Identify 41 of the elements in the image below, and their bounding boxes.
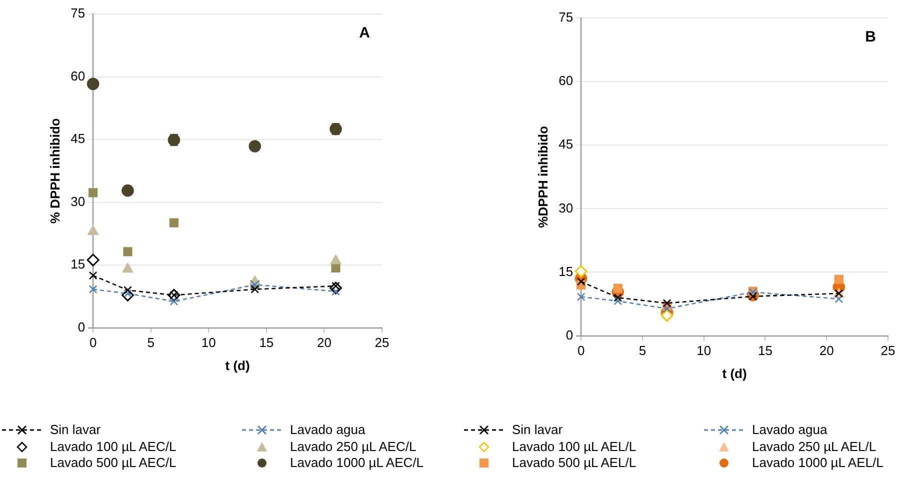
x-tick-label: 25 [880, 343, 896, 358]
y-tick-label: 60 [558, 73, 574, 88]
x-tick-label: 20 [316, 335, 332, 350]
x-axis-title: t (d) [722, 366, 747, 381]
y-tick-label: 30 [70, 194, 86, 209]
legend-label: Sin lavar [50, 422, 101, 438]
x-tick-label: 0 [89, 335, 97, 350]
x-tick-label: 25 [374, 335, 390, 350]
legend-label: Lavado agua [290, 422, 366, 438]
legend-label: Lavado agua [752, 422, 828, 438]
y-tick-label: 30 [558, 200, 574, 216]
text: B [865, 28, 876, 46]
y-axis-title: %DPPH inhibido [535, 126, 550, 228]
y-tick-label: 45 [558, 136, 574, 152]
legend-label: Lavado 1000 µL AEL/L [752, 455, 884, 472]
y-tick-label: 0 [78, 319, 86, 334]
legend-label: Sin lavar [512, 422, 563, 438]
x-axis-title: t (d) [225, 358, 250, 373]
legend-label: Lavado 500 µL AEC/L [50, 455, 176, 472]
legend-label: Lavado 100 µL AEC/L [50, 438, 176, 455]
y-tick-label: 45 [70, 131, 86, 146]
x-tick-label: 15 [259, 335, 274, 350]
x-tick-label: 5 [638, 343, 646, 358]
x-tick-label: 5 [147, 335, 154, 350]
legend-label: Lavado 250 µL AEL/L [752, 438, 876, 455]
text: A [359, 24, 370, 42]
y-tick-label: 75 [558, 10, 574, 25]
y-tick-label: 15 [70, 256, 86, 272]
legend-label: Lavado 1000 µL AEC/L [290, 455, 424, 472]
x-tick-label: 10 [696, 343, 712, 358]
x-tick-label: 15 [758, 343, 772, 358]
legend-label: Lavado 100 µL AEL/L [512, 438, 636, 455]
x-tick-label: 10 [201, 335, 216, 350]
x-tick-label: 20 [819, 343, 834, 358]
y-tick-label: 15 [558, 264, 574, 279]
x-tick-label: 0 [577, 343, 585, 358]
y-tick-label: 60 [70, 68, 86, 84]
legend-label: Lavado 500 µL AEL/L [512, 455, 636, 472]
legend-label: Lavado 250 µL AEC/L [290, 438, 416, 455]
y-axis-title: % DPPH inhibido [47, 118, 62, 224]
y-tick-label: 75 [70, 6, 86, 21]
